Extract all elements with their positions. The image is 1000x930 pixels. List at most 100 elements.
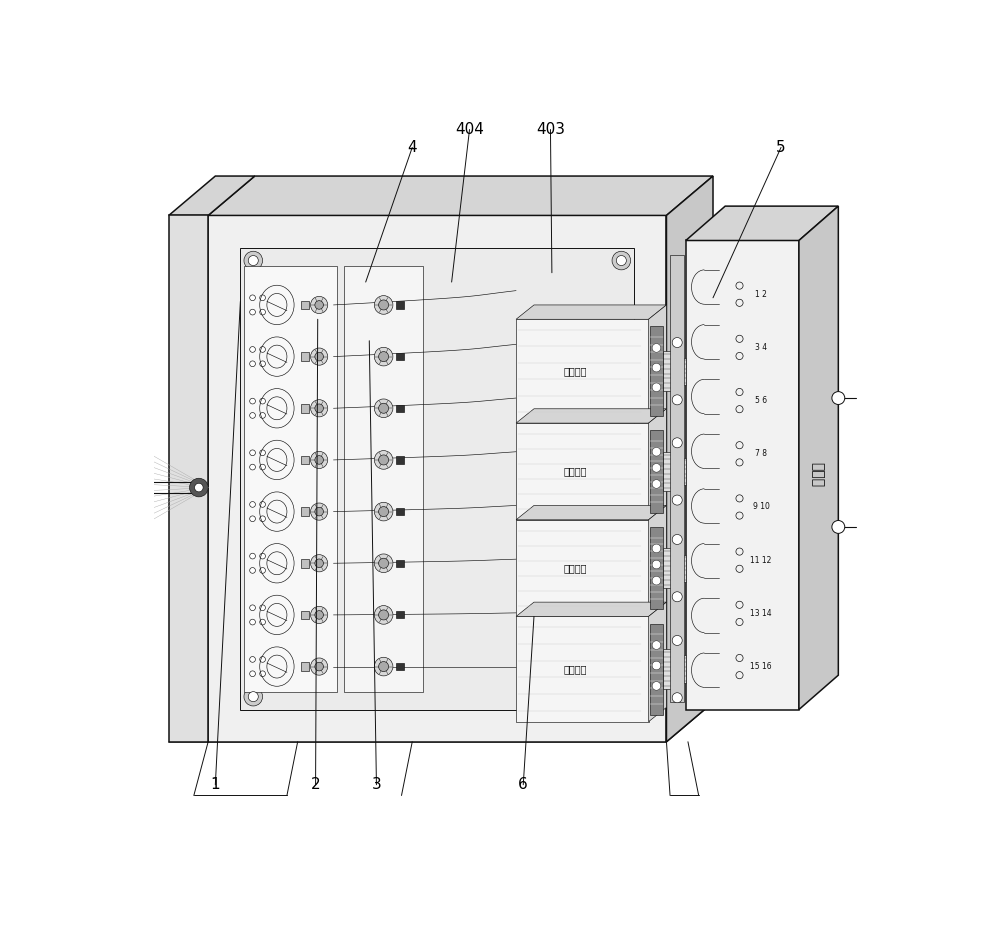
Polygon shape (516, 602, 666, 617)
Text: 滤波器串: 滤波器串 (563, 366, 587, 377)
Circle shape (250, 398, 255, 404)
Circle shape (195, 484, 203, 492)
Circle shape (311, 451, 328, 469)
Text: 1 2: 1 2 (755, 290, 767, 299)
Circle shape (374, 451, 393, 470)
Polygon shape (663, 649, 676, 689)
Polygon shape (676, 554, 686, 582)
Bar (396, 560, 404, 567)
Circle shape (260, 464, 265, 470)
Polygon shape (169, 702, 713, 742)
Bar (301, 352, 309, 361)
Circle shape (311, 658, 328, 675)
Circle shape (315, 300, 323, 310)
Polygon shape (663, 452, 676, 491)
Circle shape (379, 661, 389, 671)
Circle shape (616, 256, 626, 266)
Text: 滤波器串: 滤波器串 (563, 563, 587, 573)
Circle shape (652, 560, 661, 569)
Text: 3 4: 3 4 (755, 343, 767, 352)
Circle shape (250, 501, 255, 507)
Polygon shape (663, 549, 676, 588)
Circle shape (250, 361, 255, 366)
Circle shape (260, 604, 265, 611)
Circle shape (190, 478, 208, 497)
Polygon shape (650, 326, 663, 416)
Bar (301, 404, 309, 413)
Polygon shape (676, 458, 686, 485)
Circle shape (652, 343, 661, 352)
Circle shape (374, 605, 393, 624)
Circle shape (672, 591, 682, 602)
Circle shape (260, 516, 265, 522)
Circle shape (311, 348, 328, 365)
Circle shape (248, 692, 258, 701)
Polygon shape (344, 266, 423, 692)
Circle shape (315, 456, 323, 464)
Circle shape (250, 310, 255, 315)
Text: 滤波器串: 滤波器串 (563, 664, 587, 674)
Bar (301, 300, 309, 310)
Polygon shape (516, 617, 649, 722)
Circle shape (832, 521, 845, 534)
Text: 5: 5 (776, 140, 786, 155)
Polygon shape (650, 624, 663, 714)
Circle shape (260, 619, 265, 625)
Circle shape (652, 577, 661, 585)
Bar (396, 353, 404, 360)
Bar (396, 405, 404, 412)
Circle shape (250, 567, 255, 573)
Circle shape (244, 687, 263, 706)
Polygon shape (649, 409, 666, 520)
Circle shape (379, 455, 389, 465)
Circle shape (672, 635, 682, 645)
Text: 403: 403 (536, 122, 565, 137)
Circle shape (652, 383, 661, 392)
Circle shape (832, 392, 845, 405)
Circle shape (374, 554, 393, 573)
Circle shape (250, 671, 255, 677)
Circle shape (311, 297, 328, 313)
Polygon shape (516, 520, 649, 617)
Text: 9 10: 9 10 (753, 502, 769, 512)
Polygon shape (686, 206, 838, 241)
Polygon shape (516, 506, 666, 520)
Polygon shape (686, 241, 799, 710)
Circle shape (315, 611, 323, 619)
Circle shape (652, 682, 661, 690)
Circle shape (260, 671, 265, 677)
Circle shape (652, 463, 661, 472)
Circle shape (616, 692, 626, 701)
Polygon shape (516, 319, 649, 423)
Circle shape (652, 364, 661, 372)
Polygon shape (516, 305, 666, 319)
Polygon shape (650, 527, 663, 609)
Bar (396, 508, 404, 515)
Circle shape (652, 447, 661, 456)
Circle shape (250, 347, 255, 352)
Circle shape (374, 658, 393, 676)
Circle shape (260, 553, 265, 559)
Polygon shape (676, 656, 686, 683)
Circle shape (379, 558, 389, 568)
Polygon shape (516, 423, 649, 520)
Circle shape (374, 296, 393, 314)
Polygon shape (516, 409, 666, 423)
Bar (396, 457, 404, 463)
Text: 2: 2 (311, 777, 320, 792)
Bar (301, 662, 309, 671)
Circle shape (672, 438, 682, 448)
Circle shape (244, 251, 263, 270)
Circle shape (250, 516, 255, 522)
Circle shape (260, 361, 265, 366)
Circle shape (672, 395, 682, 405)
Circle shape (612, 687, 631, 706)
Circle shape (260, 567, 265, 573)
Circle shape (248, 256, 258, 266)
Circle shape (379, 507, 389, 516)
Circle shape (260, 501, 265, 507)
Circle shape (311, 503, 328, 520)
Text: 15 16: 15 16 (750, 662, 772, 671)
Circle shape (672, 495, 682, 505)
Text: 1: 1 (211, 777, 220, 792)
